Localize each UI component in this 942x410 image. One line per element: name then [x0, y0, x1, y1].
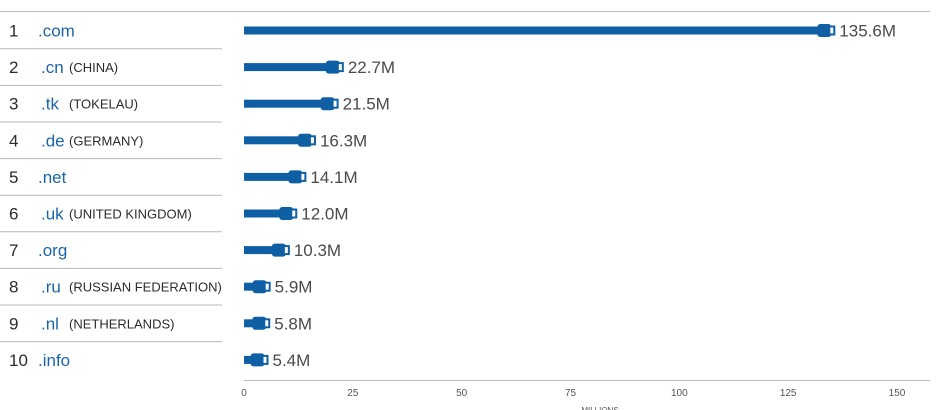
bar-cap-tip — [331, 98, 339, 109]
x-tick-label: 125 — [780, 388, 797, 399]
rank-label: 1 — [9, 22, 18, 41]
tld-label: .ru — [41, 278, 61, 297]
bar-cap-tip — [263, 318, 271, 329]
bar-cap — [252, 280, 267, 294]
value-label: 22.7M — [348, 58, 395, 77]
bar — [244, 209, 284, 218]
country-label: (CHINA) — [69, 60, 118, 75]
bar — [244, 246, 276, 255]
rank-label: 4 — [9, 131, 18, 150]
bar-cap — [297, 133, 312, 147]
bar-cap — [250, 353, 265, 367]
country-label: (NETHERLANDS) — [69, 316, 174, 331]
country-label: (TOKELAU) — [69, 97, 138, 112]
x-tick-label: 25 — [347, 388, 359, 399]
value-label: 5.4M — [273, 351, 311, 370]
value-label: 5.9M — [275, 278, 313, 297]
tld-label: .com — [38, 22, 75, 41]
tld-label: .tk — [41, 95, 59, 114]
bar-cap-tip — [282, 245, 290, 256]
bar — [244, 136, 302, 145]
value-label: 5.8M — [274, 314, 312, 333]
bar-cap-tip — [308, 135, 316, 146]
tld-label: .uk — [41, 205, 64, 224]
x-tick-label: 75 — [565, 388, 577, 399]
tld-label: .org — [38, 241, 67, 260]
bar — [244, 282, 257, 291]
bar-cap-tip — [299, 171, 307, 182]
bar-cap — [325, 60, 340, 74]
rank-label: 9 — [9, 314, 18, 333]
bar — [244, 355, 255, 364]
bar — [244, 63, 330, 72]
rank-label: 8 — [9, 278, 18, 297]
bar-cap-tip — [336, 62, 344, 73]
bar-cap-tip — [263, 281, 271, 292]
rank-label: 2 — [9, 58, 18, 77]
value-label: 16.3M — [320, 131, 367, 150]
x-tick-label: 50 — [456, 388, 468, 399]
x-tick-label: 150 — [889, 388, 906, 399]
x-axis-label: MILLIONS — [581, 406, 618, 410]
value-label: 12.0M — [301, 205, 348, 224]
x-tick-label: 0 — [241, 388, 247, 399]
tld-label: .net — [38, 168, 67, 187]
tld-label: .info — [38, 351, 70, 370]
x-tick-label: 100 — [671, 388, 688, 399]
rank-label: 6 — [9, 205, 18, 224]
rank-label: 7 — [9, 241, 18, 260]
rank-label: 5 — [9, 168, 18, 187]
bar — [244, 26, 822, 35]
bar-cap-tip — [828, 25, 836, 36]
rank-label: 3 — [9, 95, 18, 114]
tld-label: .nl — [41, 314, 59, 333]
country-label: (RUSSIAN FEDERATION) — [69, 280, 222, 295]
value-label: 14.1M — [310, 168, 357, 187]
bar-cap-tip — [290, 208, 298, 219]
bar-cap — [252, 316, 267, 330]
value-label: 135.6M — [839, 22, 896, 41]
bar-cap — [279, 207, 294, 220]
bar-cap — [288, 170, 303, 184]
value-label: 21.5M — [343, 95, 390, 114]
tld-label: .cn — [41, 58, 64, 77]
bar-cap — [817, 24, 832, 37]
bar — [244, 172, 293, 181]
country-label: (UNITED KINGDOM) — [69, 207, 192, 222]
bar-cap — [271, 243, 286, 257]
tld-label: .de — [41, 131, 65, 150]
bar — [244, 319, 257, 328]
bar-cap-tip — [261, 354, 269, 365]
bar — [244, 99, 325, 108]
country-label: (GERMANY) — [69, 133, 143, 148]
bar-cap — [320, 97, 335, 111]
rank-label: 10 — [9, 351, 28, 370]
value-label: 10.3M — [294, 241, 341, 260]
